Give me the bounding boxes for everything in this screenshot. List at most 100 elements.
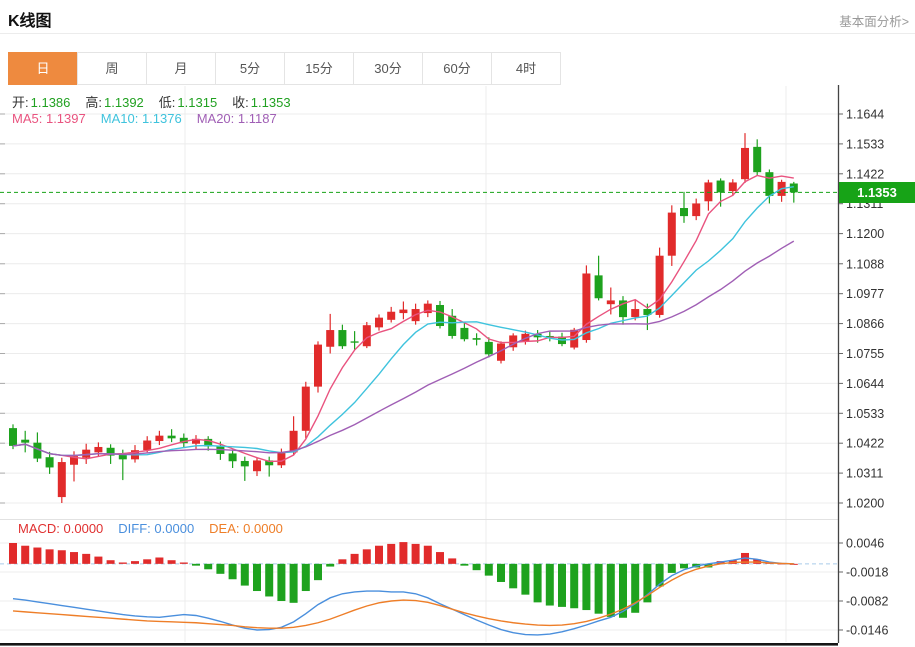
candle-body xyxy=(9,428,17,446)
candle-body xyxy=(143,440,152,451)
macd-bar xyxy=(326,563,335,567)
low-value: 1.1315 xyxy=(177,95,218,110)
close-value: 1.1353 xyxy=(250,95,291,110)
candle-body xyxy=(741,147,749,180)
price-tick-label: 1.0533 xyxy=(846,407,884,421)
macd-bar xyxy=(680,563,688,569)
macd-bar xyxy=(399,542,408,564)
macd-bar xyxy=(179,562,188,564)
candle-body xyxy=(423,303,432,314)
close-label: 收: xyxy=(232,95,249,110)
macd-bar xyxy=(21,545,30,564)
tab-15min[interactable]: 15分 xyxy=(284,52,354,85)
macd-bar xyxy=(484,563,493,576)
tab-4hour[interactable]: 4时 xyxy=(491,52,561,85)
tab-30min[interactable]: 30分 xyxy=(353,52,423,85)
macd-bar xyxy=(643,563,652,603)
ma5-label: MA5: xyxy=(12,111,43,126)
macd-bar xyxy=(82,553,91,564)
price-tick-label: 1.0644 xyxy=(846,377,884,391)
ma5-group: MA5: 1.1397 xyxy=(12,111,86,126)
candle-body xyxy=(728,182,737,192)
price-tick-label: 1.1200 xyxy=(846,227,884,241)
macd-bar xyxy=(631,563,640,613)
macd-bar xyxy=(240,563,249,586)
macd-bar xyxy=(411,543,420,564)
dea-value: 0.0000 xyxy=(243,521,283,536)
tab-month[interactable]: 月 xyxy=(146,52,216,85)
price-tick-label: 1.0755 xyxy=(846,347,884,361)
candle-body xyxy=(106,447,115,456)
macd-bar xyxy=(301,563,310,592)
ma5-value: 1.1397 xyxy=(45,111,86,126)
macd-bar xyxy=(667,563,676,573)
macd-bar xyxy=(118,562,127,564)
price-tick-label: 1.1644 xyxy=(846,108,884,122)
candle-body xyxy=(204,438,213,447)
candle-body xyxy=(716,180,725,193)
high-group: 高: 1.1392 xyxy=(85,92,143,111)
dea-line xyxy=(12,561,794,629)
macd-label: MACD: xyxy=(18,521,60,536)
price-tick-label: 1.0311 xyxy=(846,467,883,481)
macd-bar xyxy=(436,552,444,564)
candle-body xyxy=(692,203,701,217)
macd-bar xyxy=(33,547,42,564)
candle-body xyxy=(509,335,518,348)
ma20-label: MA20: xyxy=(196,111,235,126)
tab-day[interactable]: 日 xyxy=(8,52,78,85)
macd-bar xyxy=(521,563,530,595)
candle-body xyxy=(155,435,164,442)
candle-body xyxy=(436,304,444,327)
diff-label: DIFF: xyxy=(118,521,151,536)
macd-tick-label: -0.0082 xyxy=(846,595,888,609)
candle-body xyxy=(338,330,347,347)
diff-group: DIFF: 0.0000 xyxy=(118,521,194,536)
price-tick-label: 1.1533 xyxy=(846,137,884,151)
price-tick-label: 1.0422 xyxy=(846,437,884,451)
macd-bar xyxy=(423,545,432,564)
tab-60min[interactable]: 60分 xyxy=(422,52,492,85)
candle-body xyxy=(399,309,408,314)
fundamental-analysis-link[interactable]: 基本面分析> xyxy=(839,15,909,29)
candle-body xyxy=(301,386,310,431)
ma20-value: 1.1187 xyxy=(237,111,277,126)
macd-bar xyxy=(253,563,261,592)
candle-body xyxy=(387,311,396,320)
low-label: 低: xyxy=(158,95,176,110)
open-label: 开: xyxy=(12,95,29,110)
candle-body xyxy=(240,460,249,467)
candle-body xyxy=(789,183,798,193)
macd-bar xyxy=(106,560,115,564)
candle-body xyxy=(704,182,713,202)
macd-bar xyxy=(375,545,383,564)
candle-body xyxy=(326,330,335,347)
macd-bar xyxy=(362,549,371,564)
macd-bar xyxy=(338,559,347,564)
ma20-group: MA20: 1.1187 xyxy=(197,111,277,126)
candle-body xyxy=(484,341,493,355)
widget-header: K线图 基本面分析> xyxy=(0,0,915,34)
macd-tick-label: -0.0018 xyxy=(846,566,888,580)
open-group: 开: 1.1386 xyxy=(12,92,70,111)
ma20-line xyxy=(12,240,795,457)
tab-week[interactable]: 周 xyxy=(77,52,147,85)
candle-body xyxy=(472,338,481,340)
candle-body xyxy=(253,460,261,472)
macd-bar xyxy=(533,563,542,603)
macd-bar xyxy=(655,563,664,587)
macd-bar xyxy=(167,560,176,564)
price-tick-label: 1.1088 xyxy=(846,257,884,271)
macd-bar xyxy=(204,563,213,570)
macd-bar xyxy=(545,563,554,606)
current-price-tag: 1.1353 xyxy=(839,182,915,203)
macd-bar xyxy=(228,563,237,580)
tab-5min[interactable]: 5分 xyxy=(215,52,285,85)
macd-bar xyxy=(448,558,457,564)
macd-bar xyxy=(582,563,591,611)
candle-body xyxy=(765,172,774,196)
macd-bar xyxy=(789,563,798,565)
macd-bar xyxy=(558,563,566,607)
macd-bar xyxy=(131,561,139,564)
